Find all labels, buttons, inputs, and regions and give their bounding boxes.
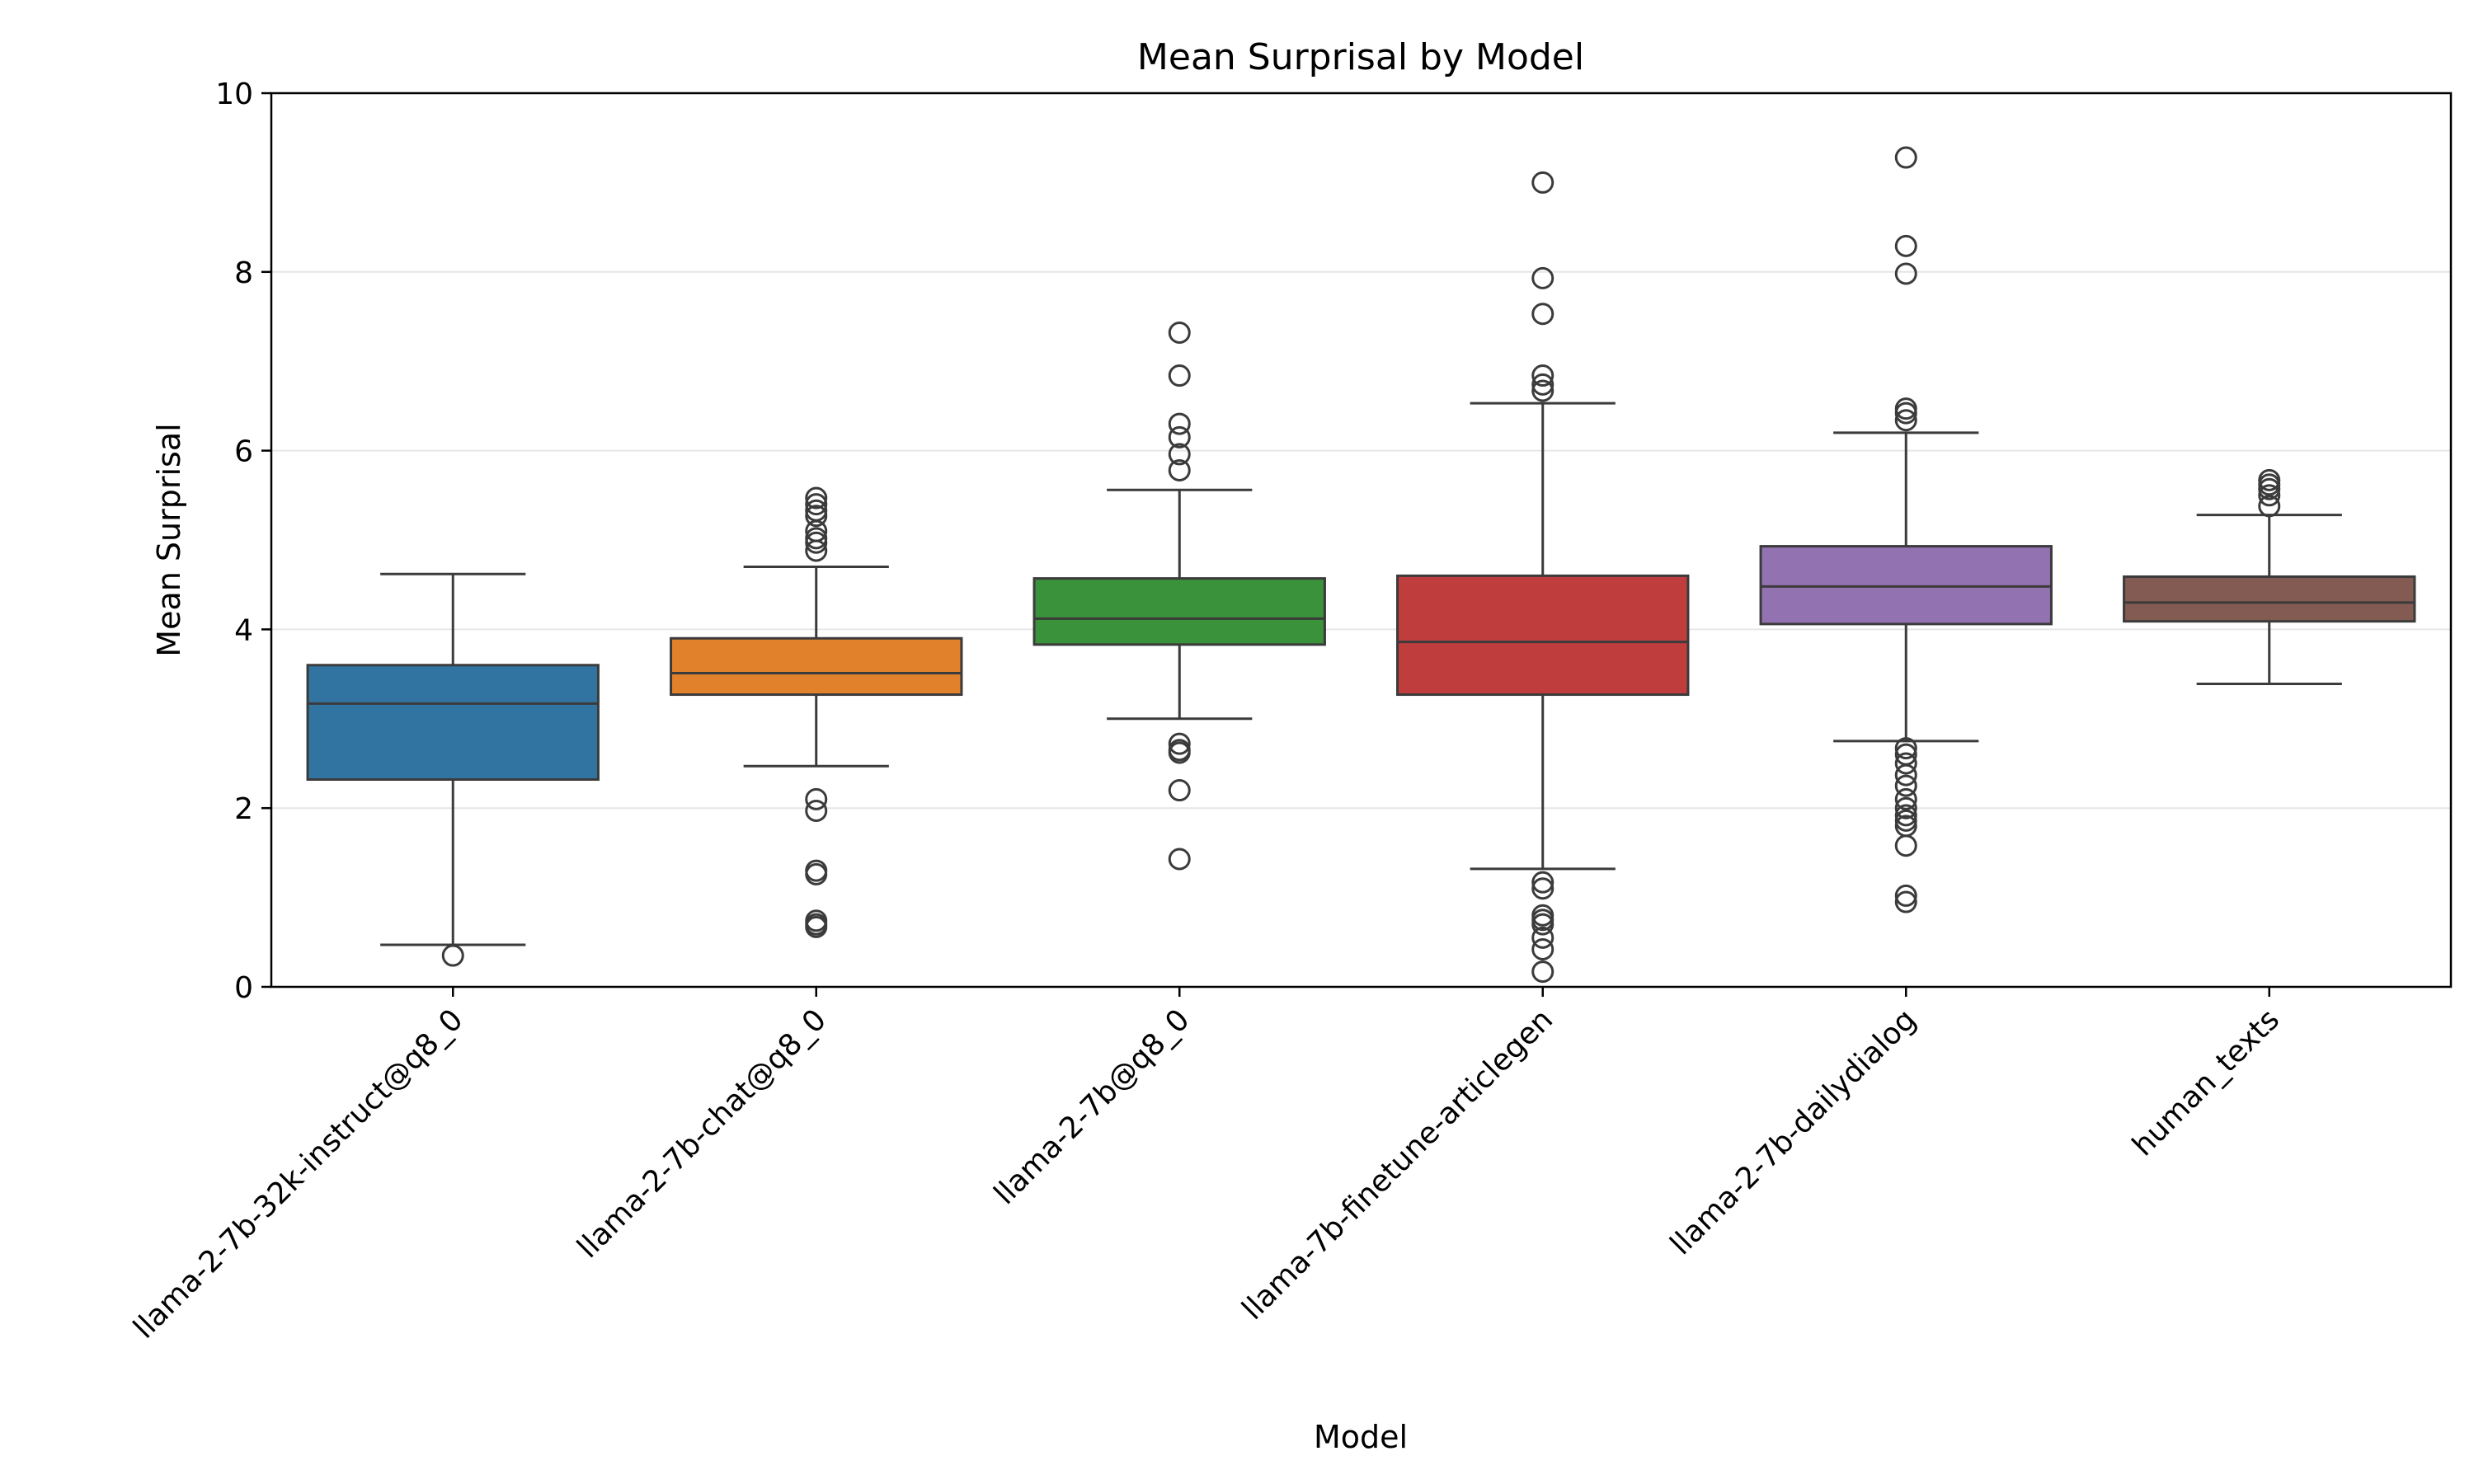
outlier-point <box>805 787 828 810</box>
y-tick-label: 8 <box>234 256 253 290</box>
chart-title: Mean Surprisal by Model <box>1137 36 1584 78</box>
outlier-point <box>805 539 828 562</box>
outlier-point <box>1894 787 1917 810</box>
y-tick-label: 0 <box>234 971 253 1005</box>
outlier-point <box>1894 834 1917 857</box>
box-group <box>1032 322 1326 871</box>
outlier-point <box>1531 913 1554 936</box>
box-iqr <box>1759 545 2053 626</box>
outlier-point <box>1531 266 1554 289</box>
outlier-point <box>1168 779 1191 802</box>
grid-lines <box>271 270 2451 810</box>
outlier-point <box>1894 796 1917 819</box>
outlier-point <box>1894 409 1917 432</box>
outlier-point <box>1531 171 1554 194</box>
outlier-point <box>1168 412 1191 435</box>
box-iqr <box>1396 574 1690 697</box>
outlier-point <box>1894 397 1917 420</box>
x-tick-label: llama-2-7b-dailydialog <box>1664 1003 1923 1261</box>
outlier-point <box>1531 379 1554 402</box>
x-tick-label: human_texts <box>2126 1003 2286 1162</box>
box-iqr <box>1032 577 1326 646</box>
outlier-point <box>1894 884 1917 907</box>
outlier-point <box>1168 322 1191 345</box>
outlier-point <box>1894 402 1917 425</box>
box-group <box>1396 171 1690 984</box>
outlier-point <box>805 531 828 554</box>
outlier-point <box>805 799 828 822</box>
box-group <box>306 572 600 967</box>
box-group <box>2123 468 2416 686</box>
outlier-point <box>805 505 828 528</box>
outlier-point <box>1894 809 1917 832</box>
outlier-point <box>1894 146 1917 169</box>
outlier-point <box>2258 477 2281 500</box>
y-tick-label: 4 <box>234 613 253 647</box>
outlier-point <box>1531 960 1554 984</box>
y-tick-label: 6 <box>234 435 253 469</box>
box-iqr <box>306 664 600 782</box>
box-iqr <box>670 636 963 697</box>
outlier-point <box>1894 737 1917 760</box>
x-tick-label: llama-2-7b@q8_0 <box>988 1003 1197 1211</box>
outlier-point <box>2258 484 2281 507</box>
outlier-point <box>1531 373 1554 396</box>
y-tick-label: 2 <box>234 792 253 826</box>
outlier-point <box>1168 741 1191 764</box>
boxes <box>306 146 2416 984</box>
outlier-point <box>1531 877 1554 900</box>
x-axis-ticks: llama-2-7b-32k-instruct@q8_0 llama-2-7b-c… <box>127 987 2286 1345</box>
outlier-point <box>1531 303 1554 326</box>
outlier-point <box>1168 732 1191 755</box>
outlier-point <box>1531 871 1554 894</box>
outlier-point <box>441 944 464 967</box>
box-iqr <box>2123 575 2416 623</box>
x-tick-label: llama-2-7b-chat@q8_0 <box>571 1003 833 1265</box>
outlier-point <box>1894 774 1917 797</box>
outlier-point <box>1168 458 1191 481</box>
outlier-point <box>805 486 828 510</box>
outlier-point <box>1894 234 1917 257</box>
x-tick-label: llama-2-7b-32k-instruct@q8_0 <box>127 1003 469 1345</box>
outlier-point <box>1894 262 1917 285</box>
x-axis-label: Model <box>1314 1419 1408 1455</box>
outlier-point <box>1894 890 1917 913</box>
outlier-point <box>1531 364 1554 387</box>
x-tick-label: llama-7b-finetune-articlegen <box>1236 1003 1560 1327</box>
outlier-point <box>1168 364 1191 387</box>
outlier-point <box>1894 752 1917 775</box>
outlier-point <box>1531 937 1554 960</box>
outlier-point <box>1531 926 1554 949</box>
outlier-point <box>1894 804 1917 827</box>
outlier-point <box>1168 848 1191 871</box>
outlier-point <box>1168 443 1191 466</box>
y-axis-ticks: 0 2 4 6 8 10 <box>215 77 271 1005</box>
outlier-point <box>805 915 828 938</box>
y-axis-label: Mean Surprisal <box>151 423 187 656</box>
outlier-point <box>2258 495 2281 518</box>
y-tick-label: 10 <box>215 77 253 111</box>
outlier-point <box>1894 763 1917 787</box>
outlier-point <box>805 493 828 516</box>
outlier-point <box>805 862 828 885</box>
plot-frame <box>270 92 2453 989</box>
box-group <box>670 486 963 938</box>
outlier-point <box>1168 425 1191 448</box>
box-group <box>1759 146 2053 913</box>
